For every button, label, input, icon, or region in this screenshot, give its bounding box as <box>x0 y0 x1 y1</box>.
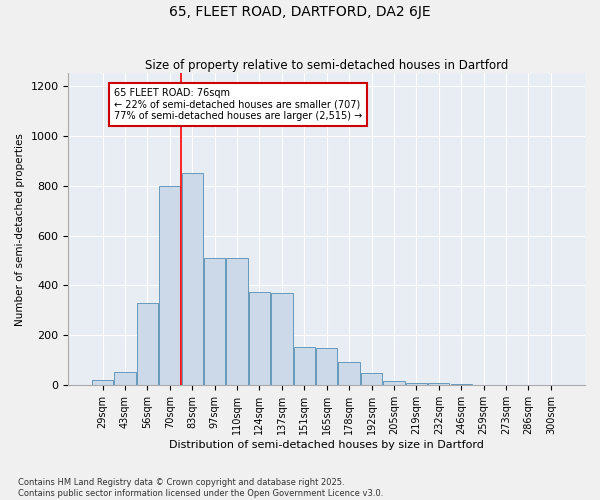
Bar <box>182 173 203 386</box>
Bar <box>361 373 382 386</box>
Bar <box>226 258 248 386</box>
Y-axis label: Number of semi-detached properties: Number of semi-detached properties <box>15 133 25 326</box>
Text: 65 FLEET ROAD: 76sqm
← 22% of semi-detached houses are smaller (707)
77% of semi: 65 FLEET ROAD: 76sqm ← 22% of semi-detac… <box>114 88 362 122</box>
Title: Size of property relative to semi-detached houses in Dartford: Size of property relative to semi-detach… <box>145 59 508 72</box>
Bar <box>451 384 472 386</box>
Bar <box>204 258 225 386</box>
Bar <box>338 362 360 386</box>
Bar <box>137 303 158 386</box>
X-axis label: Distribution of semi-detached houses by size in Dartford: Distribution of semi-detached houses by … <box>169 440 484 450</box>
Bar <box>159 186 181 386</box>
Bar <box>92 380 113 386</box>
Text: 65, FLEET ROAD, DARTFORD, DA2 6JE: 65, FLEET ROAD, DARTFORD, DA2 6JE <box>169 5 431 19</box>
Bar <box>115 372 136 386</box>
Bar <box>293 346 315 386</box>
Bar <box>316 348 337 386</box>
Bar <box>249 292 270 386</box>
Bar <box>383 381 404 386</box>
Bar <box>271 293 293 386</box>
Text: Contains HM Land Registry data © Crown copyright and database right 2025.
Contai: Contains HM Land Registry data © Crown c… <box>18 478 383 498</box>
Bar <box>406 383 427 386</box>
Bar <box>428 384 449 386</box>
